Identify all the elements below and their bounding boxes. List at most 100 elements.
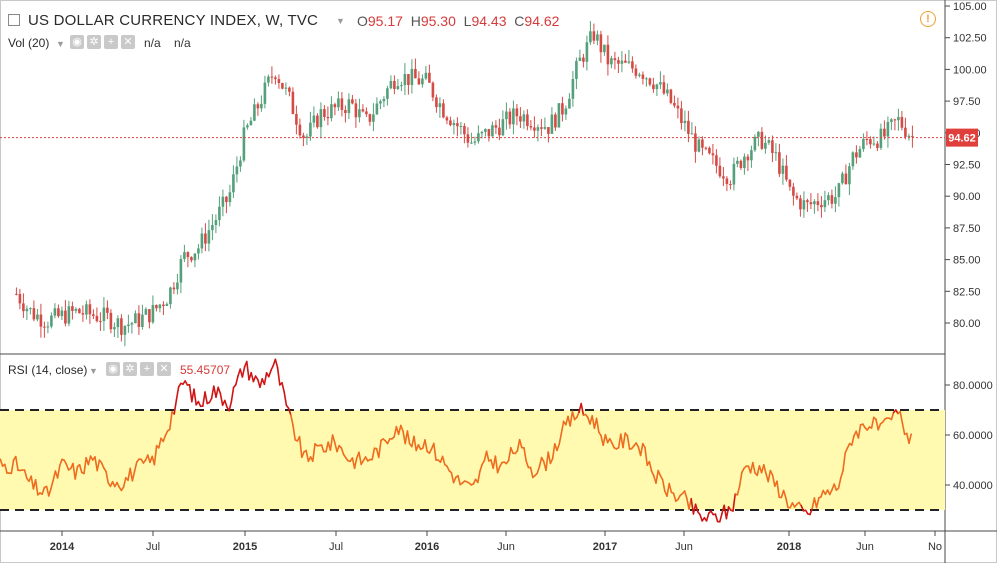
candle-body [418, 78, 421, 84]
candle-body [386, 88, 389, 99]
candle-body [372, 114, 375, 121]
low-value: 94.43 [471, 13, 506, 29]
close-label: C [514, 13, 524, 29]
candle-body [470, 143, 473, 144]
candle-body [495, 125, 498, 127]
candle-body [656, 84, 659, 89]
candle-body [733, 164, 736, 185]
candle-body [64, 311, 67, 324]
candle-body [435, 97, 438, 107]
candle-body [642, 75, 645, 79]
candle-body [355, 103, 358, 117]
candle-body [50, 316, 53, 327]
rsi-segment [707, 513, 709, 521]
time-tick-label: Jul [146, 541, 160, 553]
candle-body [848, 166, 851, 184]
candle-body [873, 144, 876, 145]
candle-body [320, 109, 323, 127]
eye-icon[interactable]: ◉ [70, 35, 84, 49]
candle-body [743, 157, 746, 168]
candle-body [834, 197, 837, 204]
time-tick-label: 2018 [777, 541, 801, 553]
candle-body [558, 103, 561, 127]
candle-body [670, 90, 673, 103]
candle-body [775, 152, 778, 153]
candle-body [134, 313, 137, 323]
candle-body [512, 108, 515, 124]
candle-body [253, 104, 256, 120]
candle-body [862, 139, 865, 149]
candle-body [799, 198, 802, 209]
time-tick-label: Jun [497, 541, 515, 553]
gear-icon[interactable]: ✲ [87, 35, 101, 49]
exclamation-circle-icon[interactable]: ! [920, 11, 936, 27]
candle-body [677, 106, 680, 109]
candle-body [838, 183, 841, 197]
candle-body [348, 99, 351, 113]
candle-body [85, 304, 88, 314]
price-tick-label: 100.00 [953, 64, 987, 76]
price-tick-label: 90.00 [953, 191, 981, 203]
candle-body [715, 155, 718, 166]
candle-body [239, 160, 242, 166]
candle-body [628, 61, 631, 62]
candle-body [782, 166, 785, 174]
candle-body [404, 74, 407, 85]
rsi-segment [284, 392, 286, 405]
candle-body [236, 167, 239, 175]
candle-body [761, 132, 764, 149]
candle-body [260, 104, 263, 108]
rsi-dropdown-icon[interactable]: ▼ [89, 366, 98, 376]
title-dropdown-icon[interactable]: ▼ [336, 16, 345, 26]
candle-body [411, 69, 414, 85]
candle-body [68, 306, 71, 323]
candle-body [117, 318, 120, 327]
candle-body [169, 288, 172, 305]
candle-body [337, 98, 340, 107]
candle-body [215, 220, 218, 225]
volume-dropdown-icon[interactable]: ▼ [56, 39, 65, 49]
rsi-close-icon[interactable]: ✕ [157, 362, 171, 376]
candle-body [897, 117, 900, 120]
close-icon[interactable]: ✕ [121, 35, 135, 49]
candle-body [187, 252, 190, 257]
rsi-plus-icon[interactable]: + [140, 362, 154, 376]
rsi-tick-label: 40.0000 [953, 480, 993, 492]
candle-body [523, 114, 526, 121]
candle-body [138, 313, 141, 327]
close-value: 94.62 [524, 13, 559, 29]
price-tick-label: 85.00 [953, 255, 981, 267]
candle-body [330, 104, 333, 118]
candle-body [614, 58, 617, 60]
rsi-eye-icon[interactable]: ◉ [106, 362, 120, 376]
candle-body [659, 82, 662, 84]
candle-body [365, 111, 368, 114]
candle-body [292, 92, 295, 114]
candle-body [166, 304, 169, 306]
candle-body [883, 129, 886, 137]
candle-body [89, 304, 92, 314]
candle-body [376, 104, 379, 115]
candle-body [621, 61, 624, 64]
candle-body [911, 136, 914, 137]
candle-body [484, 129, 487, 132]
candle-body [463, 126, 466, 134]
candle-body [407, 74, 410, 85]
plus-icon[interactable]: + [104, 35, 118, 49]
collapse-toggle[interactable] [8, 14, 20, 26]
candle-body [498, 128, 501, 136]
rsi-segment [194, 389, 196, 405]
candle-body [876, 144, 879, 148]
candle-body [351, 99, 354, 103]
candle-body [810, 202, 813, 204]
rsi-gear-icon[interactable]: ✲ [123, 362, 137, 376]
last-price-tag-label: 94.62 [948, 133, 976, 145]
candle-body [57, 308, 60, 316]
candle-body [390, 81, 393, 88]
candle-body [180, 259, 183, 283]
candle-body [754, 137, 757, 150]
candle-body [554, 115, 557, 128]
candle-body [190, 257, 193, 260]
